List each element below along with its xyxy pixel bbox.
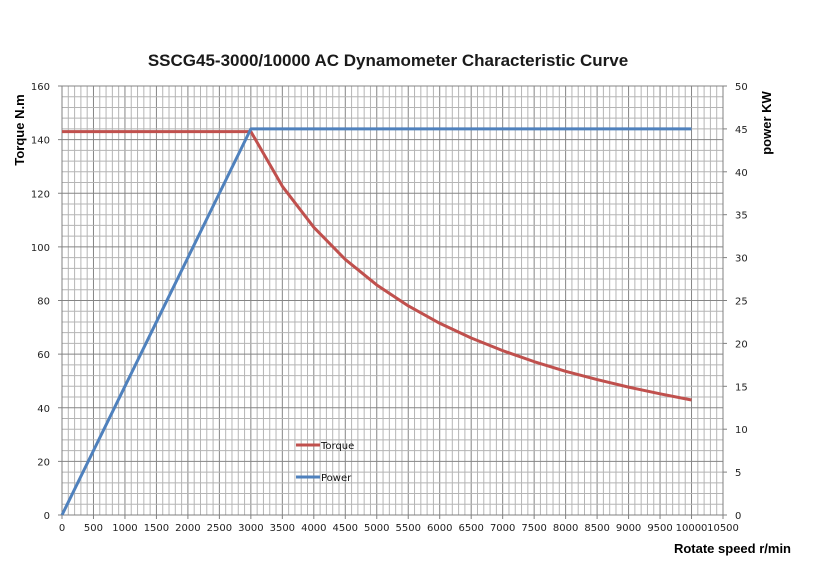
y2-tick-label: 25 xyxy=(735,297,748,308)
y-tick-label: 80 xyxy=(37,297,50,308)
x-tick-label: 5500 xyxy=(396,523,421,534)
y2-tick-label: 45 xyxy=(735,125,748,136)
y2-tick-label: 5 xyxy=(735,468,741,479)
y-tick-label: 20 xyxy=(37,457,50,468)
legend-item-torque: Torque xyxy=(296,441,354,452)
x-tick-label: 2500 xyxy=(207,523,232,534)
y-axis-title: Torque N.m xyxy=(12,94,27,165)
x-tick-label: 1500 xyxy=(144,523,169,534)
x-tick-label: 1000 xyxy=(112,523,137,534)
x-tick-label: 3000 xyxy=(238,523,263,534)
x-tick-label: 8000 xyxy=(553,523,578,534)
y2-tick-label: 40 xyxy=(735,168,748,179)
y2-tick-label: 50 xyxy=(735,82,748,93)
chart-title: SSCG45-3000/10000 AC Dynamometer Charact… xyxy=(148,51,628,70)
x-tick-label: 4000 xyxy=(301,523,326,534)
series-group xyxy=(60,127,692,516)
grid xyxy=(61,85,724,516)
y-tick-label: 60 xyxy=(37,350,50,361)
x-tick-label: 4500 xyxy=(333,523,358,534)
x-tick-label: 10000 xyxy=(676,523,708,534)
x-tick-label: 9500 xyxy=(647,523,672,534)
x-tick-label: 500 xyxy=(84,523,103,534)
x-tick-label: 7000 xyxy=(490,523,515,534)
x-axis-title: Rotate speed r/min xyxy=(674,541,791,556)
y2-tick-label: 15 xyxy=(735,382,748,393)
x-tick-label: 6000 xyxy=(427,523,452,534)
x-tick-label: 3500 xyxy=(270,523,295,534)
legend-item-power: Power xyxy=(296,473,352,484)
y-tick-label: 120 xyxy=(31,189,50,200)
x-tick-label: 9000 xyxy=(616,523,641,534)
x-tick-label: 7500 xyxy=(521,523,546,534)
y2-tick-label: 20 xyxy=(735,339,748,350)
y-tick-label: 160 xyxy=(31,82,50,93)
y-tick-label: 0 xyxy=(44,511,50,522)
x-tick-label: 5000 xyxy=(364,523,389,534)
legend-label: Power xyxy=(321,473,352,484)
legend: Torque Power xyxy=(296,441,354,484)
x-tick-label: 6500 xyxy=(458,523,483,534)
y2-axis-title: power KW xyxy=(759,90,774,154)
x-tick-label: 8500 xyxy=(584,523,609,534)
y-tick-label: 100 xyxy=(31,243,50,254)
y2-tick-label: 10 xyxy=(735,425,748,436)
x-tick-label: 2000 xyxy=(175,523,200,534)
y-tick-label: 40 xyxy=(37,404,50,415)
legend-label: Torque xyxy=(320,441,354,452)
tick-labels: 0 500 1000 1500 2000 2500 3000 3500 4000 4500 5000… xyxy=(31,82,748,534)
y-tick-label: 140 xyxy=(31,136,50,147)
y2-tick-label: 30 xyxy=(735,254,748,265)
x-tick-label: 0 xyxy=(59,523,65,534)
y2-tick-label: 0 xyxy=(735,511,741,522)
x-tick-label: 10500 xyxy=(707,523,739,534)
y2-tick-label: 35 xyxy=(735,211,748,222)
